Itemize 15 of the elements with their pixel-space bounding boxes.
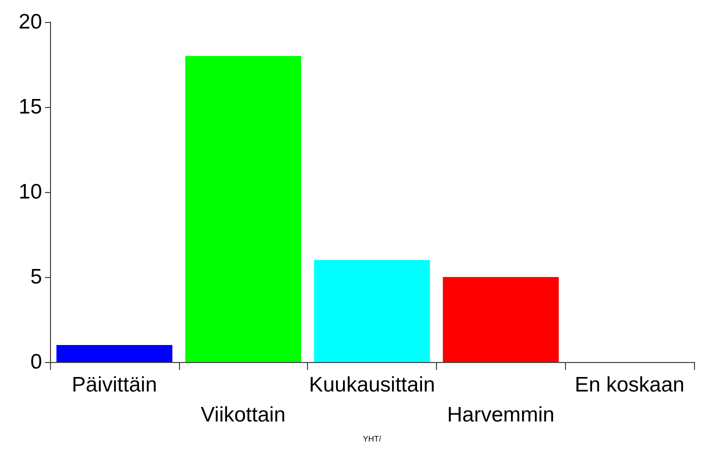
- bar: [185, 56, 302, 362]
- y-tick-label: 5: [30, 266, 42, 288]
- bar: [442, 277, 559, 362]
- x-tick-label: Viikottain: [200, 404, 286, 426]
- y-tick-label: 20: [18, 10, 42, 34]
- bar: [56, 345, 172, 362]
- x-axis-title: YHT/: [362, 434, 382, 444]
- y-tick-label: 0: [30, 350, 42, 374]
- bar: [314, 260, 430, 362]
- x-tick-label: Päivittäin: [72, 374, 158, 396]
- x-tick-label: Harvemmin: [447, 404, 554, 426]
- x-tick-label: Kuukausittain: [308, 374, 436, 396]
- y-tick-label: 10: [18, 180, 42, 204]
- y-tick-label: 15: [18, 96, 42, 118]
- x-tick-label: En koskaan: [574, 374, 684, 396]
